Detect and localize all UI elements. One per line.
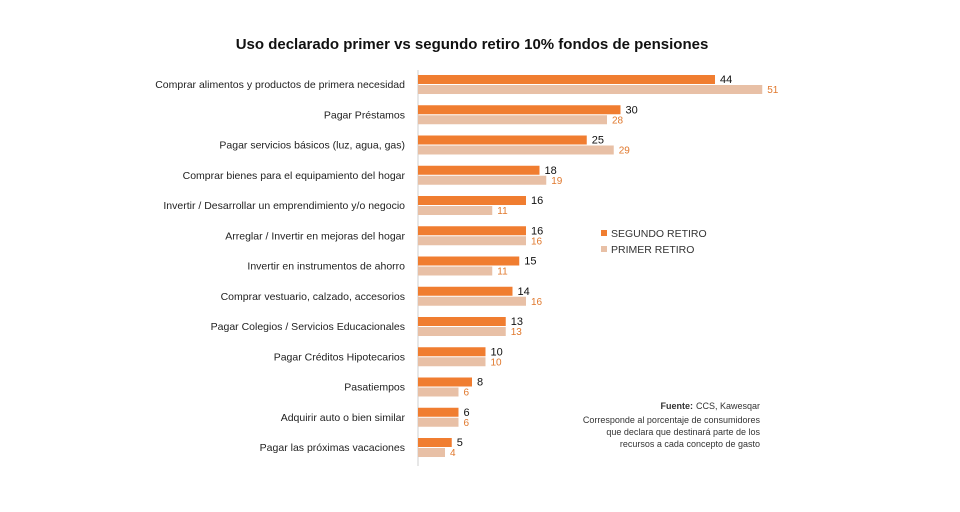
bars-layer: Comprar alimentos y productos de primera… xyxy=(155,74,779,459)
bar-primer-retiro-5 xyxy=(418,206,493,215)
bar-segundo-retiro-9 xyxy=(418,317,506,326)
category-label-invertir-en-instrumentos-de-ahorro: Invertir en instrumentos de ahorro xyxy=(247,261,405,273)
value-label-segundo-retiro-13: 5 xyxy=(457,437,463,449)
legend-label-segundo-retiro: SEGUNDO RETIRO xyxy=(611,228,707,240)
category-label-arreglar-invertir-en-mejoras-del-hogar: Arreglar / Invertir en mejoras del hogar xyxy=(225,230,405,242)
bar-primer-retiro-10 xyxy=(418,357,486,367)
bar-primer-retiro-1 xyxy=(418,85,763,94)
category-label-pagar-creditos-hipotecarios: Pagar Créditos Hipotecarios xyxy=(274,351,405,363)
value-label-segundo-retiro-4: 18 xyxy=(545,165,557,177)
value-label-primer-retiro-11: 6 xyxy=(464,388,470,399)
category-label-pagar-prestamos: Pagar Préstamos xyxy=(324,109,405,121)
category-label-adquirir-auto-o-bien-similar: Adquirir auto o bien similar xyxy=(281,412,406,424)
value-label-segundo-retiro-7: 15 xyxy=(524,256,536,268)
value-label-segundo-retiro-1: 44 xyxy=(720,74,732,86)
bar-segundo-retiro-5 xyxy=(418,196,526,205)
value-label-segundo-retiro-2: 30 xyxy=(626,104,638,116)
value-label-segundo-retiro-3: 25 xyxy=(592,135,604,147)
bar-primer-retiro-4 xyxy=(418,175,547,185)
category-label-pagar-colegios-servicios-educacionales: Pagar Colegios / Servicios Educacionales xyxy=(211,321,405,333)
bar-primer-retiro-8 xyxy=(418,296,526,306)
bar-segundo-retiro-11 xyxy=(418,377,472,387)
bar-primer-retiro-11 xyxy=(418,387,459,397)
bar-segundo-retiro-1 xyxy=(418,75,715,84)
value-label-primer-retiro-1: 51 xyxy=(767,85,779,96)
value-label-segundo-retiro-12: 6 xyxy=(464,407,470,419)
value-label-segundo-retiro-10: 10 xyxy=(491,346,503,358)
value-label-primer-retiro-6: 16 xyxy=(531,236,543,247)
value-label-primer-retiro-8: 16 xyxy=(531,297,543,308)
source-note: Fuente: CCS, Kawesqar Corresponde al porc… xyxy=(583,401,761,449)
bar-primer-retiro-12 xyxy=(418,417,459,427)
source-label: Fuente: xyxy=(660,401,693,411)
value-label-primer-retiro-13: 4 xyxy=(450,448,456,459)
bar-segundo-retiro-12 xyxy=(418,407,459,417)
value-label-primer-retiro-3: 29 xyxy=(619,146,631,157)
note-line-3: recursos a cada concepto de gasto xyxy=(620,439,760,449)
bar-segundo-retiro-7 xyxy=(418,256,520,266)
note-line-2: que declara que destinará parte de los xyxy=(606,427,760,437)
value-label-segundo-retiro-9: 13 xyxy=(511,316,523,328)
value-label-primer-retiro-9: 13 xyxy=(511,327,523,338)
chart-title: Uso declarado primer vs segundo retiro 1… xyxy=(236,36,709,53)
bar-segundo-retiro-10 xyxy=(418,347,486,357)
note-line-1: Corresponde al porcentaje de consumidore… xyxy=(583,415,761,425)
source-line: Fuente: CCS, Kawesqar xyxy=(660,401,760,411)
category-label-invertir-desarrollar-un-emprendimiento-y-o-negocio: Invertir / Desarrollar un emprendimiento… xyxy=(163,200,405,212)
bar-segundo-retiro-2 xyxy=(418,105,621,115)
value-label-primer-retiro-2: 28 xyxy=(612,115,624,126)
bar-primer-retiro-2 xyxy=(418,115,607,125)
value-label-segundo-retiro-11: 8 xyxy=(477,377,483,389)
bar-segundo-retiro-13 xyxy=(418,438,452,447)
source-text: CCS, Kawesqar xyxy=(696,401,760,411)
bar-primer-retiro-6 xyxy=(418,236,526,246)
value-label-primer-retiro-4: 19 xyxy=(551,176,563,187)
category-label-comprar-bienes-para-el-equipamiento-del-hogar: Comprar bienes para el equipamiento del … xyxy=(183,170,406,182)
category-label-pagar-servicios-basicos-luz-agua-gas: Pagar servicios básicos (luz, agua, gas) xyxy=(219,140,405,152)
legend: SEGUNDO RETIRO PRIMER RETIRO xyxy=(601,228,707,256)
value-label-segundo-retiro-8: 14 xyxy=(518,286,530,298)
bar-segundo-retiro-3 xyxy=(418,135,587,145)
legend-label-primer-retiro: PRIMER RETIRO xyxy=(611,244,694,256)
legend-swatch-segundo-retiro xyxy=(601,230,607,236)
category-label-pasatiempos: Pasatiempos xyxy=(344,382,405,394)
value-label-primer-retiro-5: 11 xyxy=(497,206,508,217)
value-label-segundo-retiro-6: 16 xyxy=(531,225,543,237)
legend-swatch-primer-retiro xyxy=(601,246,607,252)
category-label-pagar-las-proximas-vacaciones: Pagar las próximas vacaciones xyxy=(260,442,405,454)
bar-primer-retiro-9 xyxy=(418,327,506,336)
bar-segundo-retiro-4 xyxy=(418,165,540,175)
value-label-segundo-retiro-5: 16 xyxy=(531,195,543,207)
bar-segundo-retiro-6 xyxy=(418,226,526,236)
category-label-comprar-vestuario-calzado-accesorios: Comprar vestuario, calzado, accesorios xyxy=(221,291,405,303)
value-label-primer-retiro-12: 6 xyxy=(464,418,470,429)
bar-primer-retiro-13 xyxy=(418,448,445,457)
category-label-comprar-alimentos-y-productos-de-primera-necesidad: Comprar alimentos y productos de primera… xyxy=(155,79,405,91)
value-label-primer-retiro-10: 10 xyxy=(491,357,503,368)
bar-segundo-retiro-8 xyxy=(418,286,513,296)
value-label-primer-retiro-7: 11 xyxy=(497,267,508,278)
bar-primer-retiro-7 xyxy=(418,266,493,276)
bar-primer-retiro-3 xyxy=(418,145,614,155)
